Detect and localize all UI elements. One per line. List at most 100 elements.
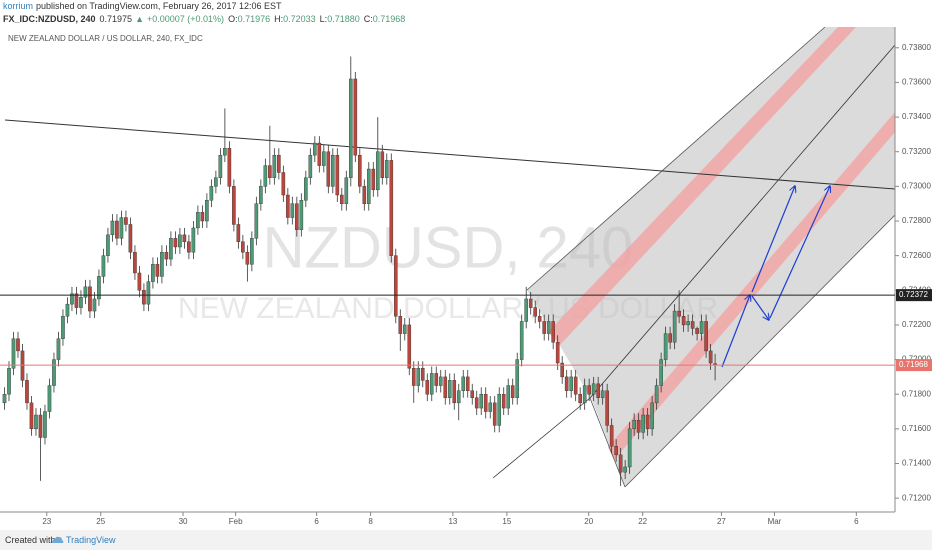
candle-body	[627, 428, 632, 468]
candle-body	[92, 298, 97, 312]
quote-line: FX_IDC:NZDUSD, 240 0.71975 ▲ +0.00007 (+0.0…	[3, 14, 405, 24]
brand[interactable]: TradingView	[66, 535, 116, 545]
candle-body	[245, 251, 250, 265]
y-tick-label: 0.72600	[902, 251, 931, 260]
y-tick-label: 0.71600	[902, 424, 931, 433]
x-tick-label: 15	[502, 517, 511, 526]
candle-body	[528, 298, 533, 308]
candle-body	[461, 376, 466, 391]
candle-body	[106, 234, 110, 256]
published: published on TradingView.com, February 2…	[36, 1, 282, 11]
y-tick-label: 0.72800	[902, 216, 931, 225]
candle-body	[672, 310, 677, 343]
x-tick-label: 13	[448, 517, 457, 526]
candle-body	[650, 402, 654, 430]
candle-body	[411, 368, 416, 386]
candle-body	[250, 238, 254, 265]
y-tick-label: 0.73600	[902, 78, 931, 87]
candle-body	[187, 241, 191, 253]
candle-body	[232, 186, 236, 225]
y-tick-label: 0.73200	[902, 147, 931, 156]
candle-body	[389, 160, 394, 256]
pitchfork-fill	[527, 27, 895, 487]
candle-body	[425, 380, 430, 395]
price-label-box	[896, 359, 932, 372]
candle-body	[61, 316, 65, 339]
y-tick-label: 0.71200	[902, 493, 931, 502]
candle-body	[88, 286, 92, 312]
candle-body	[70, 293, 74, 305]
change: +0.00007 (+0.01%)	[147, 14, 225, 24]
candle-body	[205, 200, 209, 222]
candle-body	[506, 385, 511, 409]
candle-body	[380, 151, 385, 178]
candle-body	[124, 217, 128, 225]
candle-body	[38, 414, 43, 438]
candle-body	[470, 390, 475, 398]
logo	[52, 536, 64, 543]
candle-body	[349, 78, 353, 178]
candle-body	[519, 321, 524, 360]
candle-body	[142, 290, 146, 305]
candle-body	[65, 303, 70, 317]
candle-body	[366, 168, 371, 204]
y-tick-label: 0.71800	[902, 389, 931, 398]
arrow	[769, 186, 830, 319]
candle-body	[308, 154, 313, 178]
arrow	[751, 295, 769, 320]
candle-body	[151, 264, 155, 282]
candle-body	[560, 362, 564, 378]
candle-body	[645, 414, 650, 430]
pitchfork-line	[589, 44, 895, 399]
candle-body	[164, 251, 169, 260]
candle-body	[614, 445, 618, 456]
candle-body	[564, 376, 569, 391]
candle-body	[173, 238, 178, 248]
x-tick-label: 22	[638, 517, 647, 526]
candle-body	[146, 281, 151, 305]
candle-body	[447, 380, 452, 398]
candle-body	[438, 376, 443, 386]
candle-body	[537, 316, 542, 322]
trend-line	[4, 119, 895, 190]
candle-body	[101, 255, 106, 277]
candle-body	[708, 350, 713, 364]
x-tick-label: 27	[717, 517, 726, 526]
candle-body	[605, 390, 609, 426]
candle-body	[452, 380, 457, 404]
candle-body	[191, 227, 196, 253]
candle-body	[555, 342, 560, 364]
candle-body	[263, 165, 268, 187]
candle-body	[429, 373, 434, 395]
candle-body	[497, 394, 502, 426]
candle-body	[569, 376, 573, 391]
candle-body	[393, 255, 398, 317]
candle-body	[7, 368, 11, 395]
x-tick-label: 23	[42, 517, 51, 526]
candle-body	[169, 238, 173, 260]
candle-body	[546, 321, 551, 334]
author[interactable]: korrium	[3, 1, 34, 11]
candle-body	[420, 368, 425, 381]
pitchfork-line	[624, 214, 895, 488]
x-tick-label: Feb	[229, 517, 243, 526]
candle-body	[636, 419, 641, 433]
candle-body	[533, 307, 538, 317]
arrows	[721, 186, 830, 368]
last-price: 0.71975	[99, 14, 133, 24]
y-tick-label: 0.71400	[902, 459, 931, 468]
candle-body	[681, 316, 686, 326]
candle-body	[218, 154, 223, 178]
candle-body	[299, 200, 304, 230]
price-label-box	[896, 289, 932, 302]
change-arrow: ▲	[135, 14, 144, 24]
candle-body	[295, 203, 299, 230]
y-tick-label: 0.73400	[902, 112, 931, 121]
candle-body	[110, 220, 115, 236]
candle-body	[47, 385, 52, 412]
candle-body	[618, 454, 623, 473]
candle-body	[56, 338, 61, 360]
candle-body	[659, 359, 663, 386]
x-tick-label: 25	[96, 517, 105, 526]
candle-body	[43, 411, 47, 438]
